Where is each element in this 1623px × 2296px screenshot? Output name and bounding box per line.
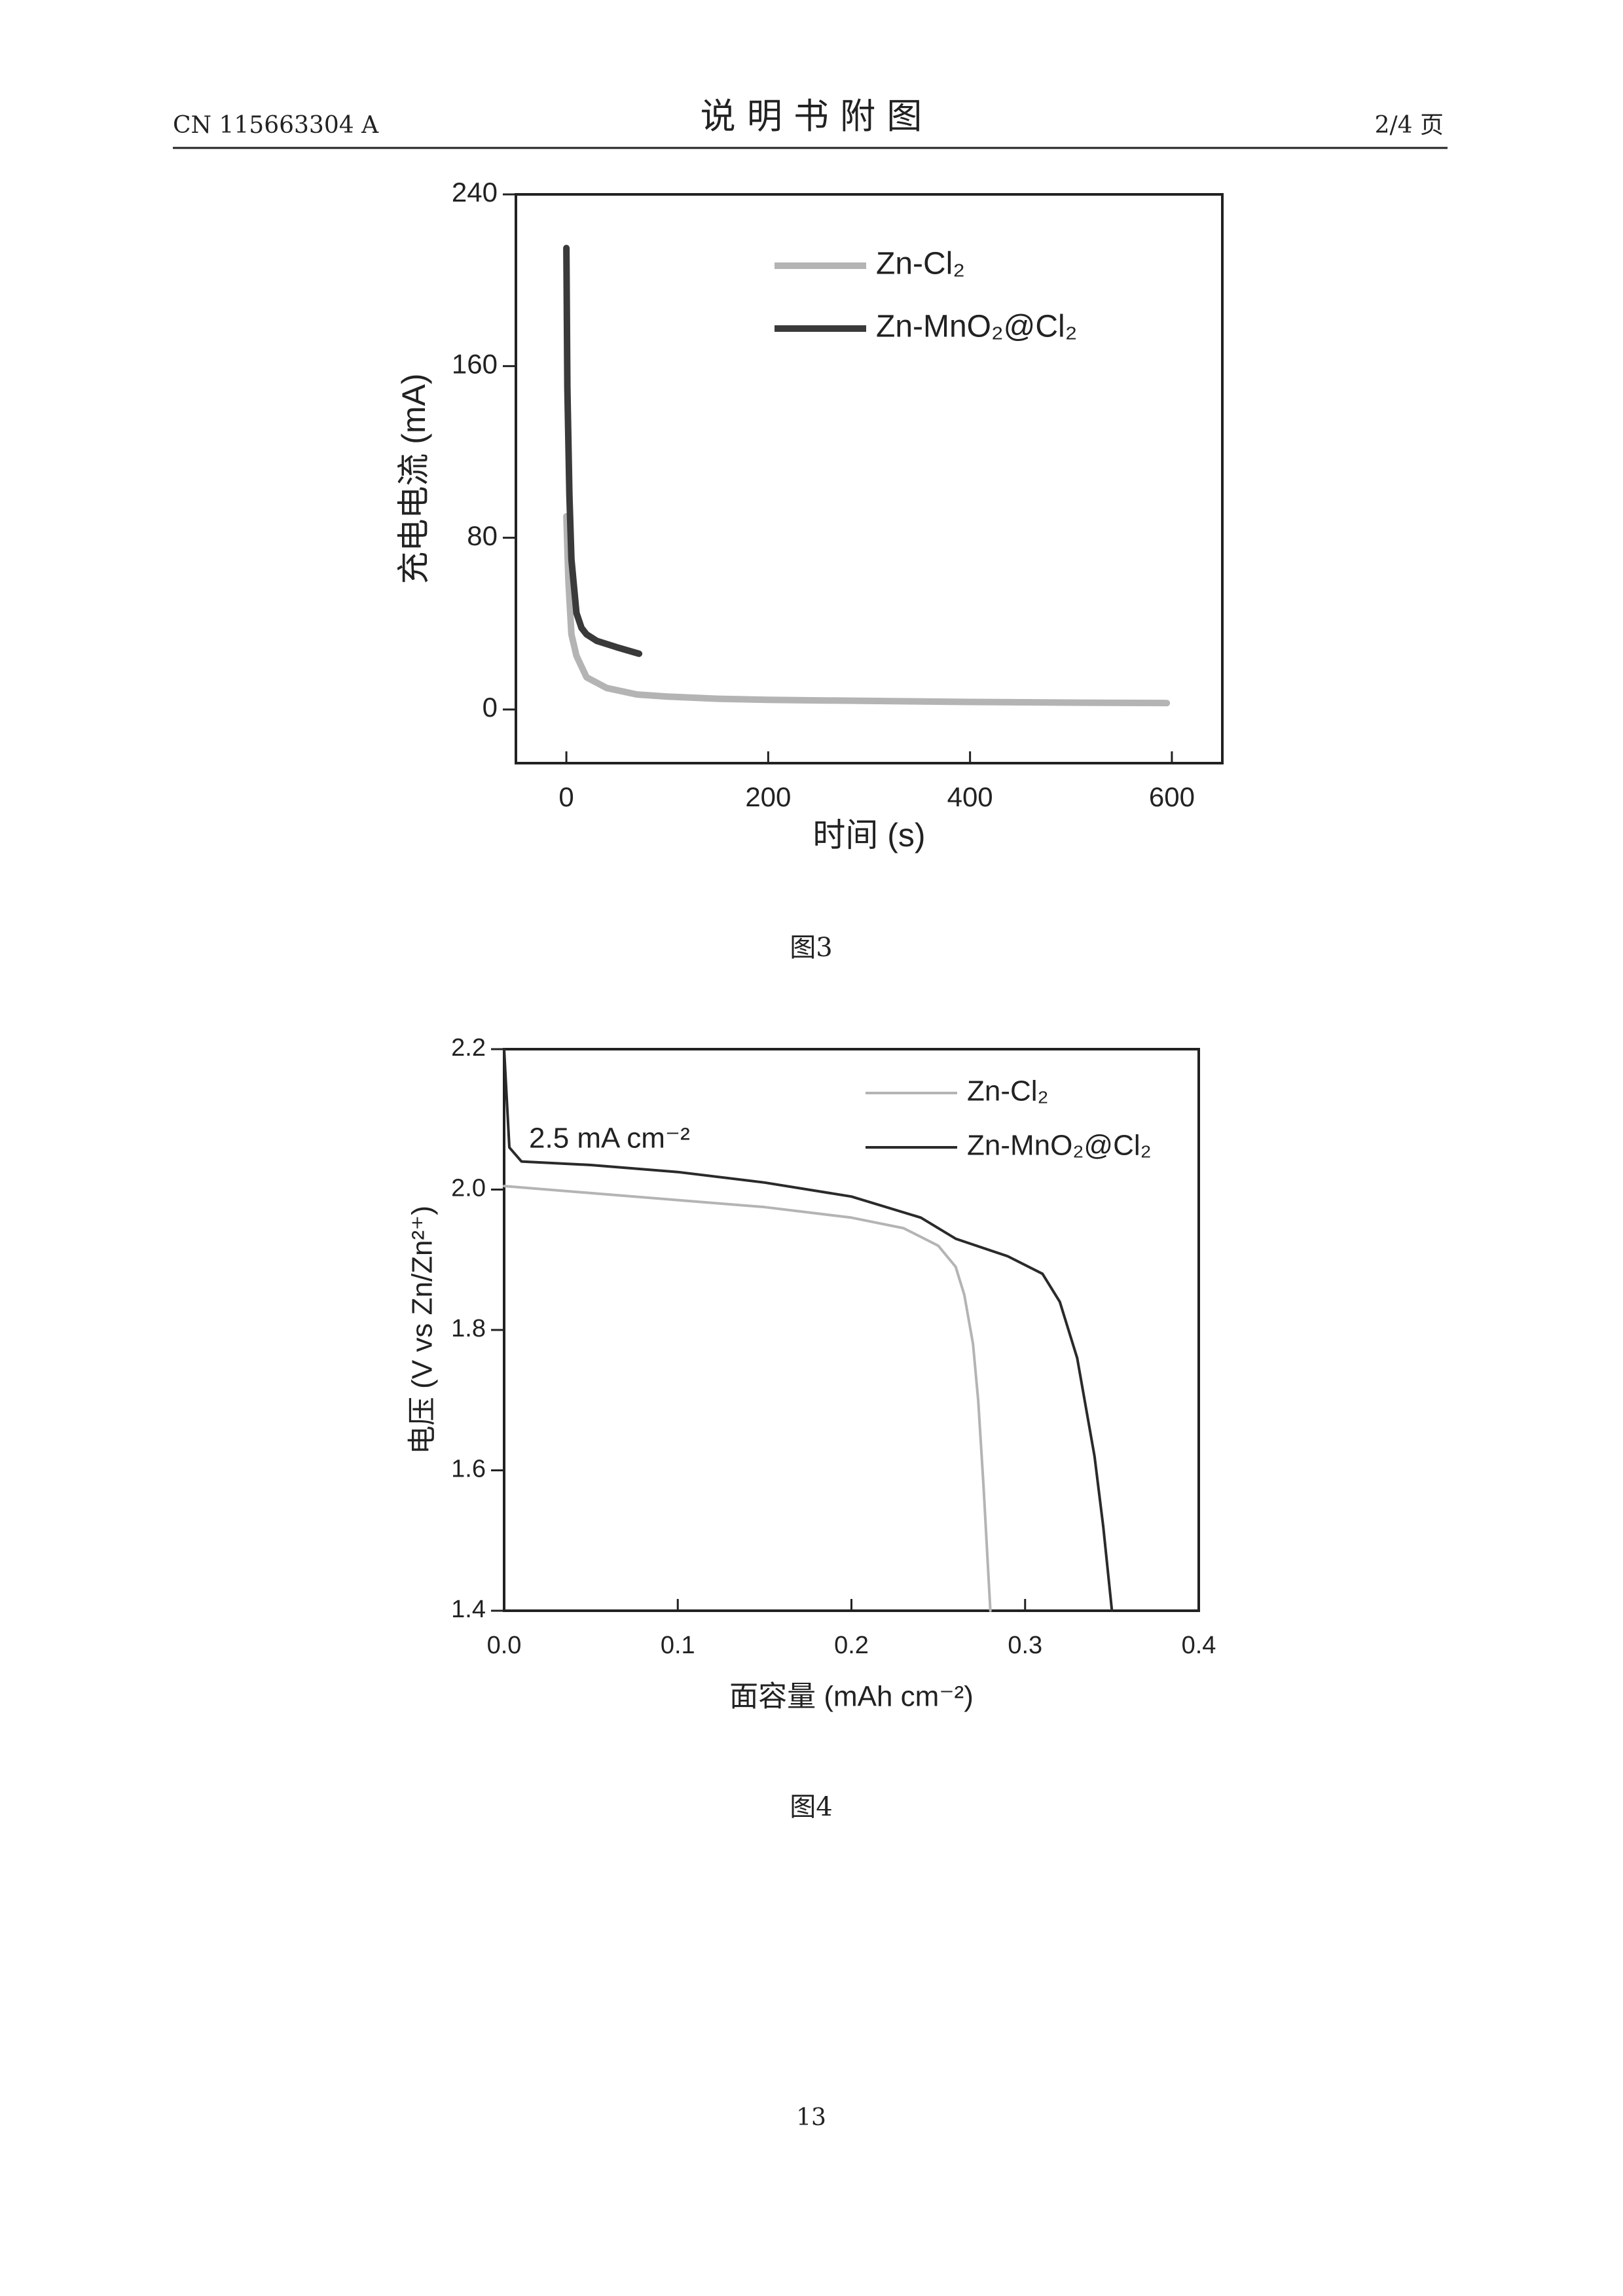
legend-label: Zn-Cl₂ (876, 247, 965, 281)
data-line (563, 245, 643, 657)
patent-number: CN 115663304 A (173, 112, 379, 139)
annotation: 2.5 mA cm⁻² (529, 1122, 690, 1155)
legend-label: Zn-MnO₂@Cl₂ (967, 1130, 1152, 1162)
y-tick-label: 2.2 (451, 1034, 486, 1062)
y-tick-label: 2.0 (451, 1175, 486, 1202)
y-axis-title: 充电电流 (mA) (395, 373, 432, 584)
legend-label: Zn-MnO₂@Cl₂ (876, 310, 1077, 344)
y-tick-label: 1.4 (451, 1596, 486, 1623)
y-tick-label: 1.8 (451, 1315, 486, 1342)
x-tick-label: 0.1 (661, 1632, 695, 1659)
x-tick-label: 0.0 (487, 1632, 522, 1659)
data-line (563, 512, 1171, 707)
y-axis-title: 电压 (V vs Zn/Zn²⁺) (407, 1206, 439, 1454)
x-tick-label: 200 (745, 781, 791, 812)
page-number: 13 (796, 2104, 826, 2131)
data-line (503, 1048, 1114, 1612)
x-tick-label: 0.4 (1182, 1632, 1216, 1659)
legend-label: Zn-Cl₂ (967, 1075, 1049, 1107)
x-tick-label: 400 (947, 781, 993, 812)
x-axis-title: 面容量 (mAh cm⁻²) (729, 1681, 974, 1713)
y-tick-label: 160 (452, 348, 498, 379)
figure-caption: 图3 (790, 933, 832, 963)
y-tick-label: 1.6 (451, 1456, 486, 1483)
x-axis-title: 时间 (s) (812, 817, 925, 853)
x-tick-label: 0 (558, 781, 574, 812)
y-tick-label: 80 (467, 520, 498, 551)
x-tick-label: 0.2 (834, 1632, 869, 1659)
header-title: 说 明 书 附 图 (701, 96, 922, 137)
y-tick-label: 0 (483, 692, 498, 723)
page-count: 2/4 页 (1375, 112, 1444, 139)
x-tick-label: 600 (1149, 781, 1195, 812)
x-tick-label: 0.3 (1008, 1632, 1042, 1659)
y-tick-label: 240 (452, 177, 498, 207)
data-line (503, 1185, 992, 1612)
plot-frame (515, 193, 1224, 764)
figure-caption: 图4 (790, 1792, 832, 1822)
